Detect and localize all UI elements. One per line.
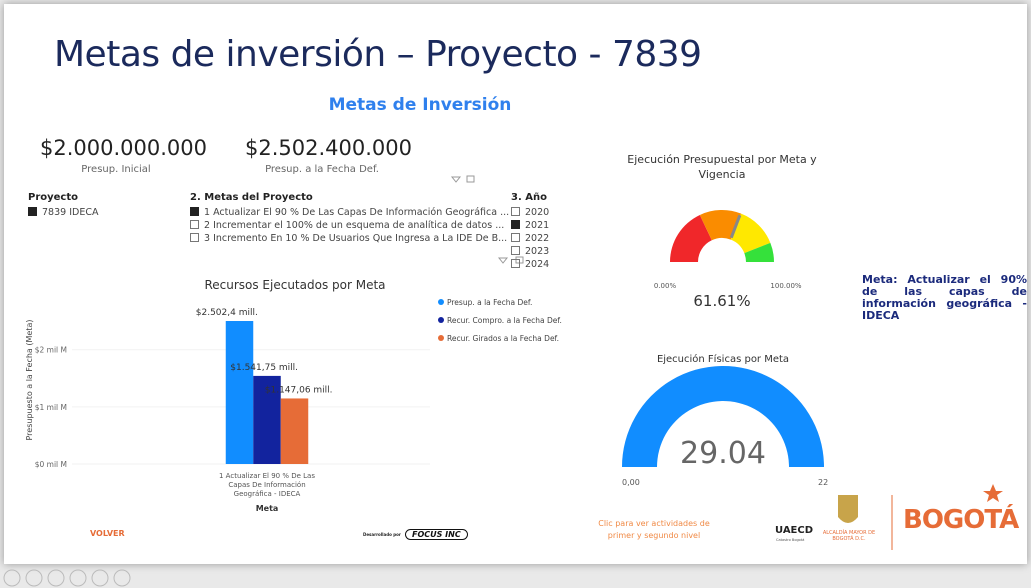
data-label: $2.502,4 mill.: [196, 308, 258, 318]
y-axis-label: Presupuesto a la Fecha (Meta): [25, 320, 34, 441]
activities-link[interactable]: Clic para ver actividades de primer y se…: [598, 519, 710, 540]
legend-label: Recur. Compro. a la Fecha Def.: [447, 316, 562, 325]
slicer-item[interactable]: 7839 IDECA: [28, 207, 98, 218]
kpi-label: Presup. Inicial: [81, 164, 151, 175]
gauge-band: [699, 210, 742, 241]
logo-alcaldia: ALCALDÍA MAYOR DE BOGOTÁ D.C.: [822, 530, 876, 542]
checkbox[interactable]: [511, 233, 520, 242]
subtitle: Metas de Inversión: [328, 95, 512, 115]
slicer-item[interactable]: 2022: [511, 233, 549, 244]
gauge-max: 22: [818, 478, 828, 487]
bar: [225, 321, 254, 464]
gauge-value: 61.61%: [693, 292, 750, 310]
gauge-min: 0,00: [622, 478, 640, 487]
item-label: 3 Incremento En 10 % De Usuarios Que Ing…: [204, 233, 508, 244]
alcaldia-shield: [838, 495, 858, 523]
checkbox[interactable]: [511, 220, 520, 229]
checkbox[interactable]: [190, 207, 199, 216]
data-label: $1.541,75 mill.: [230, 363, 298, 373]
legend-label: Presup. a la Fecha Def.: [447, 298, 532, 307]
gauge-min: 0.00%: [654, 282, 677, 290]
slicer-item[interactable]: 2021: [511, 220, 549, 231]
slicer-item[interactable]: 1 Actualizar El 90 % De Las Capas De Inf…: [190, 207, 509, 218]
legend-marker: [438, 317, 444, 323]
gauge-needle: [729, 214, 742, 239]
report-canvas: [4, 4, 1027, 564]
gauge-title: Ejecución Físicas por Meta: [657, 353, 789, 365]
slicer-title: 3. Año: [511, 192, 547, 203]
kpi-value: $2.000.000.000: [40, 136, 207, 160]
item-label: 2022: [525, 233, 550, 244]
checkbox[interactable]: [190, 233, 199, 242]
checkbox[interactable]: [190, 220, 199, 229]
data-label: $1.147,06 mill.: [265, 385, 333, 395]
x-axis-label: Meta: [256, 504, 279, 513]
logo-uaecd-sub: Catastro Bogotá: [776, 538, 805, 542]
legend-label: Recur. Girados a la Fecha Def.: [447, 334, 559, 343]
gauge-band: [730, 213, 771, 254]
bogota-star: [983, 484, 1003, 502]
slicer-title: Proyecto: [28, 192, 79, 203]
gauge-value: 29.04: [680, 436, 766, 471]
kpi-label: Presup. a la Fecha Def.: [265, 164, 379, 175]
item-label: 2024: [525, 259, 550, 270]
checkbox[interactable]: [28, 207, 37, 216]
y-tick-label: $0 mil M: [35, 460, 67, 469]
gauge-max: 100.00%: [770, 282, 801, 290]
brand-logo: FOCUS INC: [405, 529, 468, 540]
logo-uaecd: UAECD: [775, 525, 814, 536]
slicer-item[interactable]: 2023: [511, 246, 549, 257]
x-tick-label: 1 Actualizar El 90 % De Las Capas De Inf…: [219, 472, 315, 498]
checkbox[interactable]: [511, 207, 520, 216]
checkbox[interactable]: [511, 259, 520, 268]
slicer-item[interactable]: 2 Incrementar el 100% de un esquema de a…: [190, 220, 504, 231]
credit: Desarrollado por: [363, 532, 401, 537]
gauge-band: [744, 242, 774, 262]
page-title: Metas de inversión – Proyecto - 7839: [54, 34, 702, 75]
legend-marker: [438, 299, 444, 305]
slicer-title: 2. Metas del Proyecto: [190, 192, 313, 203]
logo-bogota: BOGOTÁ: [903, 505, 1019, 535]
legend-marker: [438, 335, 444, 341]
bar: [280, 398, 309, 464]
item-label: 2021: [525, 220, 550, 231]
bar: [253, 375, 281, 464]
item-label: 2 Incrementar el 100% de un esquema de a…: [204, 220, 505, 231]
kpi-value: $2.502.400.000: [245, 136, 412, 160]
meta-note: Meta: Actualizar el 90% de las capas de …: [862, 273, 1027, 322]
item-label: 2020: [525, 207, 550, 218]
gauge-arc: [622, 366, 824, 467]
chart-title: Recursos Ejecutados por Meta: [204, 278, 385, 292]
gauge-title: Ejecución Presupuestal por Meta y Vigenc…: [627, 153, 817, 181]
back-button[interactable]: VOLVER: [90, 529, 125, 538]
gauge-band: [670, 214, 712, 262]
item-label: 2023: [525, 246, 550, 257]
slicer-item[interactable]: 2024: [511, 259, 549, 270]
visual-header-icons: [450, 175, 524, 264]
slicer-item[interactable]: 3 Incremento En 10 % De Usuarios Que Ing…: [190, 233, 507, 244]
item-label: 1 Actualizar El 90 % De Las Capas De Inf…: [204, 207, 510, 218]
y-tick-label: $1 mil M: [35, 403, 67, 412]
item-label: 7839 IDECA: [42, 207, 99, 218]
checkbox[interactable]: [511, 246, 520, 255]
nav-icons: [3, 569, 131, 587]
y-tick-label: $2 mil M: [35, 346, 67, 355]
slicer-item[interactable]: 2020: [511, 207, 549, 218]
